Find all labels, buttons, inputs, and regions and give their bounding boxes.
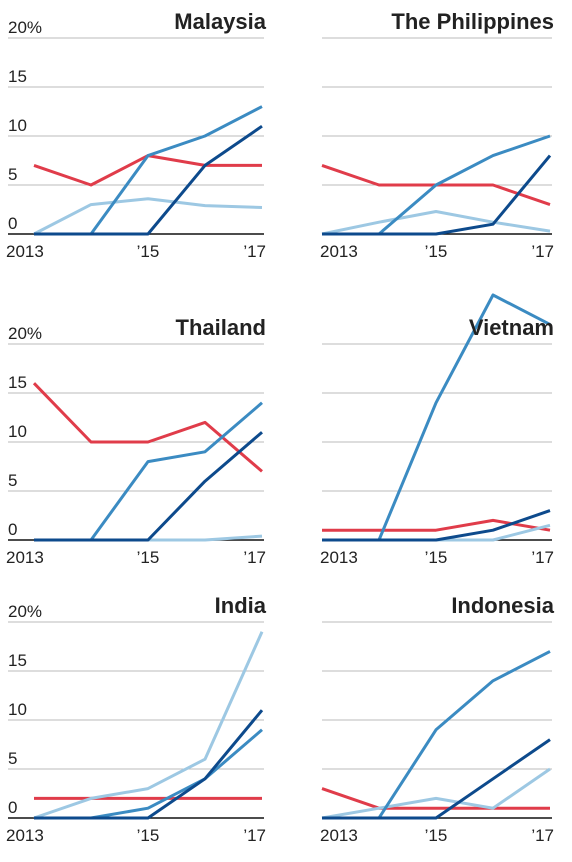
series-line [33, 154, 262, 187]
y-tick-label: 0 [8, 798, 17, 817]
panel-title: Malaysia [174, 9, 266, 34]
y-tick-label: 5 [8, 749, 17, 768]
panel: 0 5 10 15 20% 2013 ’15 ’17 India [6, 593, 267, 845]
y-tick-label: 10 [8, 700, 27, 719]
series-line [34, 401, 263, 542]
x-tick-label: 2013 [6, 548, 44, 567]
panel-title: Thailand [176, 315, 266, 340]
x-tick-label: ’17 [531, 242, 554, 261]
x-tick-label: ’15 [137, 548, 160, 567]
x-tick-label: ’17 [531, 826, 554, 845]
panel: 0 5 10 15 20% 2013 ’15 ’17 Malaysia [6, 9, 267, 261]
y-tick-label: 15 [8, 373, 27, 392]
series-line [322, 738, 551, 820]
y-tick-label: 15 [8, 651, 27, 670]
panel-title: Vietnam [469, 315, 554, 340]
panel: 2013 ’15 ’17 Vietnam [320, 293, 554, 567]
series-line [321, 787, 550, 810]
series-line [34, 124, 263, 236]
series-line [321, 767, 551, 820]
x-tick-label: ’15 [137, 242, 160, 261]
series-line [322, 509, 551, 542]
series-line [321, 210, 551, 236]
y-tick-label: 5 [8, 471, 17, 490]
panel: 2013 ’15 ’17 The Philippines [320, 9, 554, 261]
series-line [32, 382, 263, 473]
x-tick-label: 2013 [320, 548, 358, 567]
x-tick-label: ’15 [425, 548, 448, 567]
y-tick-label: 5 [8, 165, 17, 184]
panel-title: The Philippines [391, 9, 554, 34]
panel: 0 5 10 15 20% 2013 ’15 ’17 Thailand [6, 315, 266, 567]
y-tick-label: 0 [8, 520, 17, 539]
x-tick-label: ’15 [425, 242, 448, 261]
x-tick-label: ’17 [243, 242, 266, 261]
y-tick-label: 0 [8, 214, 17, 233]
x-tick-label: 2013 [6, 242, 44, 261]
y-tick-label: 10 [8, 422, 27, 441]
series-line [33, 631, 264, 820]
x-tick-label: ’15 [137, 826, 160, 845]
x-tick-label: 2013 [6, 826, 44, 845]
series-line [322, 154, 552, 236]
y-tick-label: 15 [8, 67, 27, 86]
y-tick-label: 10 [8, 116, 27, 135]
panel-title: Indonesia [451, 593, 554, 618]
x-tick-label: ’17 [243, 826, 266, 845]
x-tick-label: ’17 [243, 548, 266, 567]
x-tick-label: 2013 [320, 242, 358, 261]
series-line [322, 523, 551, 542]
x-tick-label: 2013 [320, 826, 358, 845]
y-tick-label: 20% [8, 324, 42, 343]
y-tick-label: 20% [8, 602, 42, 621]
panel: 2013 ’15 ’17 Indonesia [320, 593, 555, 845]
x-tick-label: ’15 [425, 826, 448, 845]
series-line [34, 431, 263, 542]
series-line [34, 709, 264, 820]
y-tick-label: 20% [8, 18, 42, 37]
x-tick-label: ’17 [531, 548, 554, 567]
panel-title: India [215, 593, 267, 618]
series-line [33, 197, 263, 236]
